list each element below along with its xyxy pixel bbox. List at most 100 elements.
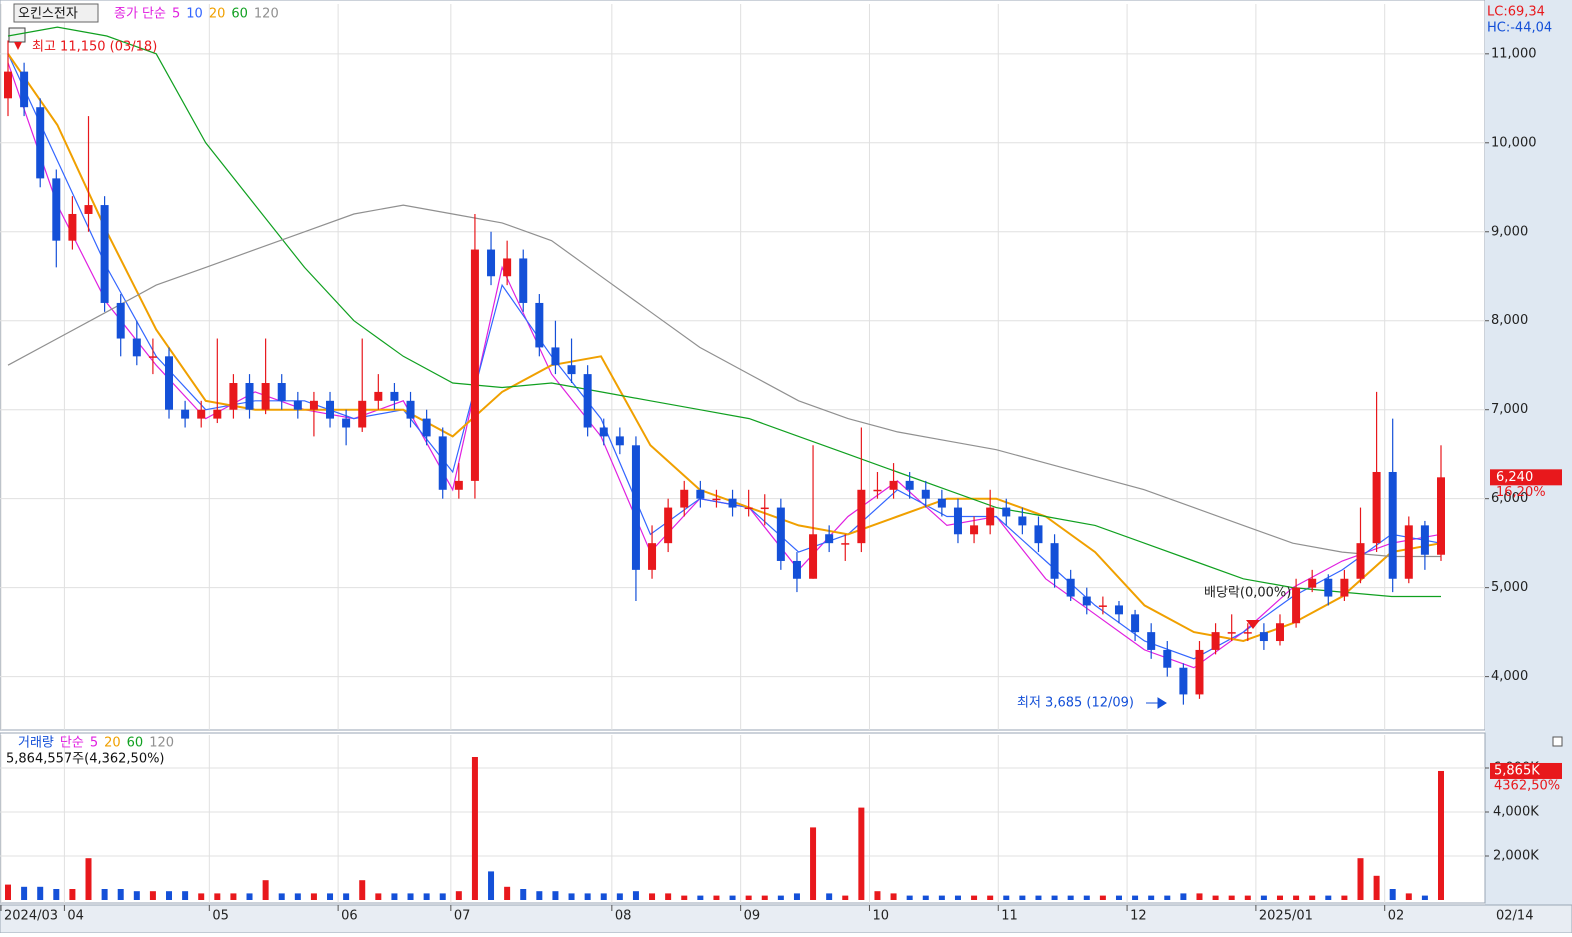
- volume-bar: [488, 871, 495, 900]
- close-button[interactable]: [1552, 736, 1563, 747]
- candle-body: [1275, 623, 1284, 642]
- candle-body: [1034, 525, 1043, 544]
- volume-bar: [665, 893, 672, 900]
- candle-body: [1018, 516, 1027, 526]
- candle-body: [1340, 578, 1349, 597]
- stock-name: 오킨스전자: [18, 7, 78, 22]
- candle-body: [744, 507, 753, 510]
- candle-body: [309, 400, 318, 410]
- y-tick-label: 8,000: [1491, 313, 1528, 328]
- volume-bar: [1164, 895, 1171, 900]
- volume-bar: [310, 893, 317, 900]
- candle-body: [1404, 525, 1413, 579]
- volume-bar: [1180, 893, 1187, 900]
- volume-bar: [1373, 875, 1380, 900]
- y-tick-label: 7,000: [1491, 402, 1528, 417]
- volume-bar: [246, 893, 253, 900]
- candle-body: [567, 365, 576, 375]
- candle-body: [1259, 632, 1268, 642]
- volume-bar: [1357, 858, 1364, 900]
- volume-bar: [262, 880, 269, 900]
- candle-body: [132, 338, 141, 357]
- legend-label: 종가 단순: [114, 7, 166, 22]
- legend-entry: 120: [149, 736, 174, 751]
- candle-body: [374, 391, 383, 401]
- candle-body: [358, 400, 367, 428]
- candle-body: [1388, 471, 1397, 579]
- volume-bar: [616, 893, 623, 900]
- volume-bar: [198, 893, 205, 900]
- candle-body: [648, 543, 657, 570]
- volume-bar: [793, 893, 800, 900]
- candle-body: [1114, 605, 1123, 615]
- candle-body: [20, 71, 29, 108]
- current-price-box: [1490, 469, 1562, 486]
- candle-body: [1292, 587, 1301, 624]
- volume-bar: [1132, 895, 1139, 900]
- dividend-marker: [1246, 620, 1260, 629]
- x-tick-label: 05: [212, 909, 229, 924]
- last-date-label: 02/14: [1496, 909, 1533, 924]
- volume-bar: [1421, 895, 1428, 900]
- volume-bar: [149, 891, 156, 900]
- volume-bar: [536, 891, 543, 900]
- volume-bar: [1309, 895, 1316, 900]
- candle-body: [1050, 543, 1059, 579]
- candle-body: [1211, 632, 1220, 650]
- candle-body: [1324, 578, 1333, 597]
- x-tick-label: 06: [341, 909, 358, 924]
- y-tick-label: 4,000K: [1493, 805, 1539, 820]
- volume-title: 거래량: [18, 736, 54, 751]
- volume-bar: [359, 880, 366, 900]
- volume-bar: [214, 893, 221, 900]
- candle-body: [148, 356, 157, 358]
- volume-bar: [133, 891, 140, 900]
- candle-body: [631, 445, 640, 570]
- volume-bar: [552, 891, 559, 900]
- current-volume-box: [1490, 762, 1562, 779]
- volume-bar: [343, 893, 350, 900]
- volume-bar: [874, 891, 881, 900]
- volume-bar: [600, 893, 607, 900]
- volume-bar: [1405, 893, 1412, 900]
- candle-body: [1227, 632, 1236, 634]
- volume-bar: [1260, 895, 1267, 900]
- volume-bar: [69, 889, 76, 900]
- volume-bar: [1051, 895, 1058, 900]
- candle-body: [487, 249, 496, 277]
- volume-bar: [1438, 770, 1444, 900]
- candle-body: [841, 543, 850, 545]
- candle-body: [390, 391, 399, 401]
- volume-bar: [1228, 895, 1235, 900]
- candle-body: [503, 258, 512, 277]
- volume-bar: [987, 895, 994, 900]
- volume-bar: [826, 893, 833, 900]
- volume-bar: [842, 895, 849, 900]
- candle-body: [213, 409, 222, 419]
- candle-body: [1243, 632, 1252, 634]
- high-marker: [14, 42, 22, 50]
- volume-bar: [53, 889, 60, 900]
- volume-bar: [1196, 893, 1203, 900]
- candle-body: [116, 302, 125, 339]
- candle-body: [1179, 667, 1188, 695]
- volume-bar: [166, 891, 173, 900]
- y-tick-label: 4,000: [1491, 669, 1528, 684]
- volume-bar: [1293, 895, 1300, 900]
- candle-body: [519, 258, 528, 303]
- candle-body: [905, 480, 914, 490]
- volume-bar: [1067, 895, 1074, 900]
- candle-body: [664, 507, 673, 544]
- volume-bar: [810, 827, 817, 900]
- legend-entry: 60: [127, 736, 144, 751]
- moving-average-line: [7, 26, 1441, 598]
- volume-info: 5,864,557주(4,362,50%): [6, 752, 165, 767]
- volume-bar: [954, 895, 961, 900]
- x-tick-label: 09: [744, 909, 761, 924]
- candle-body: [1356, 543, 1365, 579]
- legend-entry: 20: [104, 736, 121, 751]
- legend-entry: 60: [231, 7, 248, 22]
- legend-entry: 10: [186, 7, 203, 22]
- x-tick-label: 12: [1130, 909, 1147, 924]
